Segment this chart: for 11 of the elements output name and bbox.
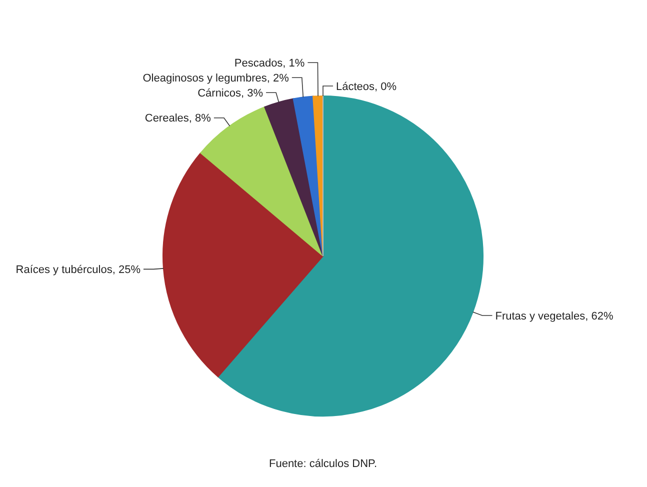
pie-slice: [292, 96, 324, 256]
pie-slice: [162, 152, 324, 378]
slice-label: Pescados, 1%: [234, 57, 305, 70]
slice-label: Frutas y vegetales, 62%: [495, 310, 614, 322]
slice-label: Oleaginosos y legumbres, 2%: [142, 72, 290, 84]
source-note: Fuente: cálculos DNP.: [268, 458, 378, 470]
slice-label: Cárnicos, 3%: [198, 87, 264, 100]
pie-slice: [264, 98, 324, 256]
slice-label: Cereales, 8%: [144, 112, 212, 125]
legend-label: Lácteos, 0%: [336, 80, 397, 93]
slice-label: Raíces y tubérculos, 25%: [16, 264, 141, 276]
